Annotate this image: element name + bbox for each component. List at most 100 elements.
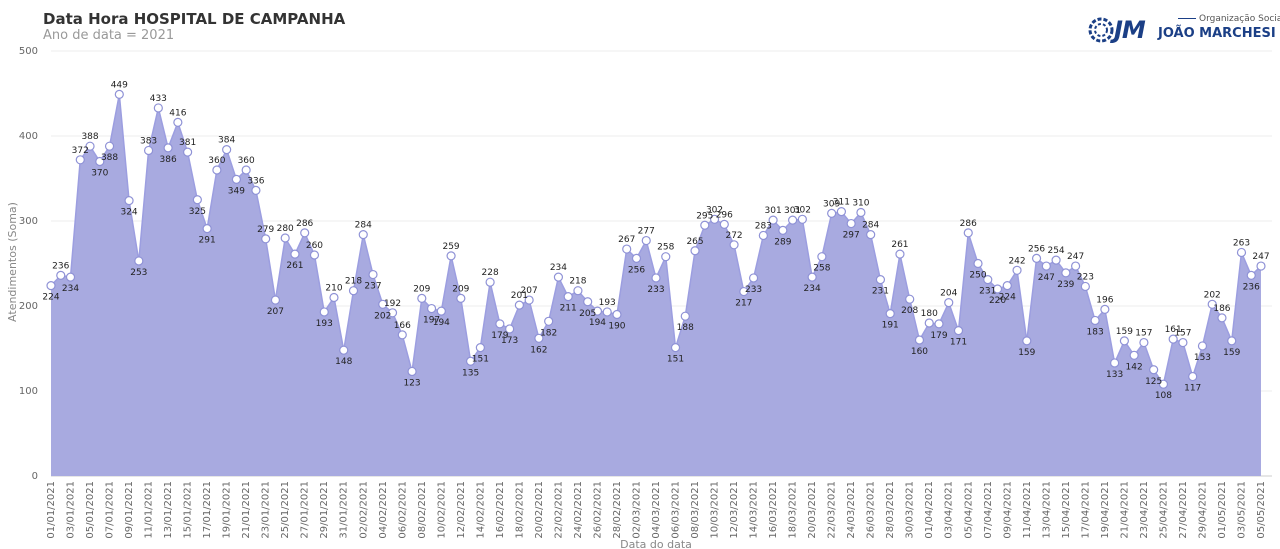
data-label: 239 <box>1057 280 1074 290</box>
data-point <box>456 293 466 303</box>
data-label: 272 <box>725 231 742 241</box>
data-point <box>387 308 398 318</box>
x-tick-label: 23/04/2021 <box>1139 481 1150 539</box>
x-tick-label: 21/04/2021 <box>1119 481 1130 539</box>
data-label: 224 <box>999 293 1016 303</box>
data-label: 218 <box>345 277 362 287</box>
data-label: 205 <box>579 309 596 319</box>
data-point <box>368 269 378 280</box>
data-point <box>573 286 583 296</box>
data-label: 179 <box>930 331 947 341</box>
data-point <box>56 270 66 280</box>
data-label: 259 <box>442 242 459 252</box>
data-label: 433 <box>150 94 167 104</box>
data-point <box>944 298 954 308</box>
data-point <box>407 366 417 377</box>
x-tick-label: 20/03/2021 <box>807 481 818 539</box>
data-label: 159 <box>1116 327 1133 337</box>
data-label: 349 <box>228 186 245 196</box>
data-label: 171 <box>950 338 967 348</box>
x-tick-label: 09/01/2021 <box>124 481 135 539</box>
data-point <box>1119 336 1129 346</box>
x-tick-label: 02/03/2021 <box>631 481 642 539</box>
data-point <box>1207 299 1217 309</box>
data-point <box>1188 371 1198 382</box>
data-label: 258 <box>657 243 674 253</box>
data-point <box>153 103 163 113</box>
series-area <box>51 94 1261 476</box>
data-label: 133 <box>1106 370 1123 380</box>
data-label: 201 <box>511 291 528 301</box>
x-tick-label: 11/04/2021 <box>1022 481 1033 539</box>
data-label: 237 <box>364 282 381 292</box>
data-point <box>534 333 544 343</box>
data-label: 180 <box>921 309 938 319</box>
data-label: 250 <box>969 271 986 281</box>
x-tick-label: 16/02/2021 <box>495 481 506 539</box>
data-point <box>651 273 661 283</box>
data-label: 231 <box>979 287 996 297</box>
data-point <box>309 250 320 260</box>
data-point <box>495 319 505 329</box>
data-label: 261 <box>286 261 303 271</box>
data-label: 161 <box>1165 325 1182 335</box>
logo-mark: JM <box>1114 16 1146 44</box>
data-label: 336 <box>247 176 264 186</box>
x-tick-label: 15/04/2021 <box>1061 481 1072 539</box>
y-tick-label: 0 <box>32 471 38 482</box>
data-label: 260 <box>306 241 323 251</box>
data-label: 242 <box>1008 256 1025 266</box>
x-tick-label: 03/01/2021 <box>66 481 77 539</box>
x-tick-label: 23/01/2021 <box>261 481 272 539</box>
data-point <box>612 309 622 320</box>
x-tick-label: 02/02/2021 <box>358 481 369 539</box>
data-point <box>1012 265 1022 275</box>
x-tick-label: 10/03/2021 <box>710 481 721 539</box>
data-label: 233 <box>745 285 762 295</box>
data-point <box>134 256 144 266</box>
data-point <box>1246 270 1256 280</box>
x-tick-label: 14/03/2021 <box>749 481 760 539</box>
data-point <box>592 306 603 316</box>
data-point <box>75 155 85 165</box>
data-point <box>846 218 856 229</box>
data-label: 297 <box>843 231 860 241</box>
data-labels: 224 236 234 372 388 370 388 449 324 253 383 433 386 4… <box>42 80 1269 401</box>
data-point <box>670 343 681 353</box>
x-tick-label: 07/04/2021 <box>983 481 994 539</box>
data-label: 207 <box>267 307 284 317</box>
y-tick-label: 100 <box>19 386 38 397</box>
data-point <box>602 307 612 317</box>
x-tick-label: 26/02/2021 <box>592 481 603 539</box>
x-tick-label: 05/05/2021 <box>1256 481 1267 539</box>
data-point <box>719 219 729 229</box>
data-point <box>1217 313 1227 323</box>
x-tick-label: 20/02/2021 <box>534 481 545 539</box>
data-point <box>85 141 95 151</box>
data-point <box>329 292 339 303</box>
data-label: 381 <box>179 138 196 148</box>
data-label: 247 <box>1038 273 1055 283</box>
data-label: 256 <box>628 265 645 275</box>
data-point <box>231 174 242 184</box>
x-tick-label: 28/02/2021 <box>612 481 623 539</box>
data-point <box>1002 281 1012 291</box>
x-tick-label: 01/01/2021 <box>46 481 57 539</box>
data-point <box>212 165 222 175</box>
x-tick-label: 13/04/2021 <box>1041 481 1052 539</box>
data-point <box>426 303 437 314</box>
data-label: 309 <box>823 199 840 209</box>
data-label: 277 <box>638 227 655 237</box>
data-label: 261 <box>891 240 908 250</box>
data-label: 254 <box>1047 246 1064 256</box>
data-label: 258 <box>813 264 830 274</box>
x-tick-label: 01/04/2021 <box>924 481 935 539</box>
x-tick-label: 09/04/2021 <box>1002 481 1013 539</box>
x-tick-label: 08/03/2021 <box>690 481 701 539</box>
x-tick-label: 06/02/2021 <box>397 481 408 539</box>
data-point <box>992 284 1003 294</box>
data-point <box>505 324 515 334</box>
chart-filter-subtitle: Ano de data = 2021 <box>43 28 175 43</box>
x-tick-label: 29/01/2021 <box>319 481 330 539</box>
